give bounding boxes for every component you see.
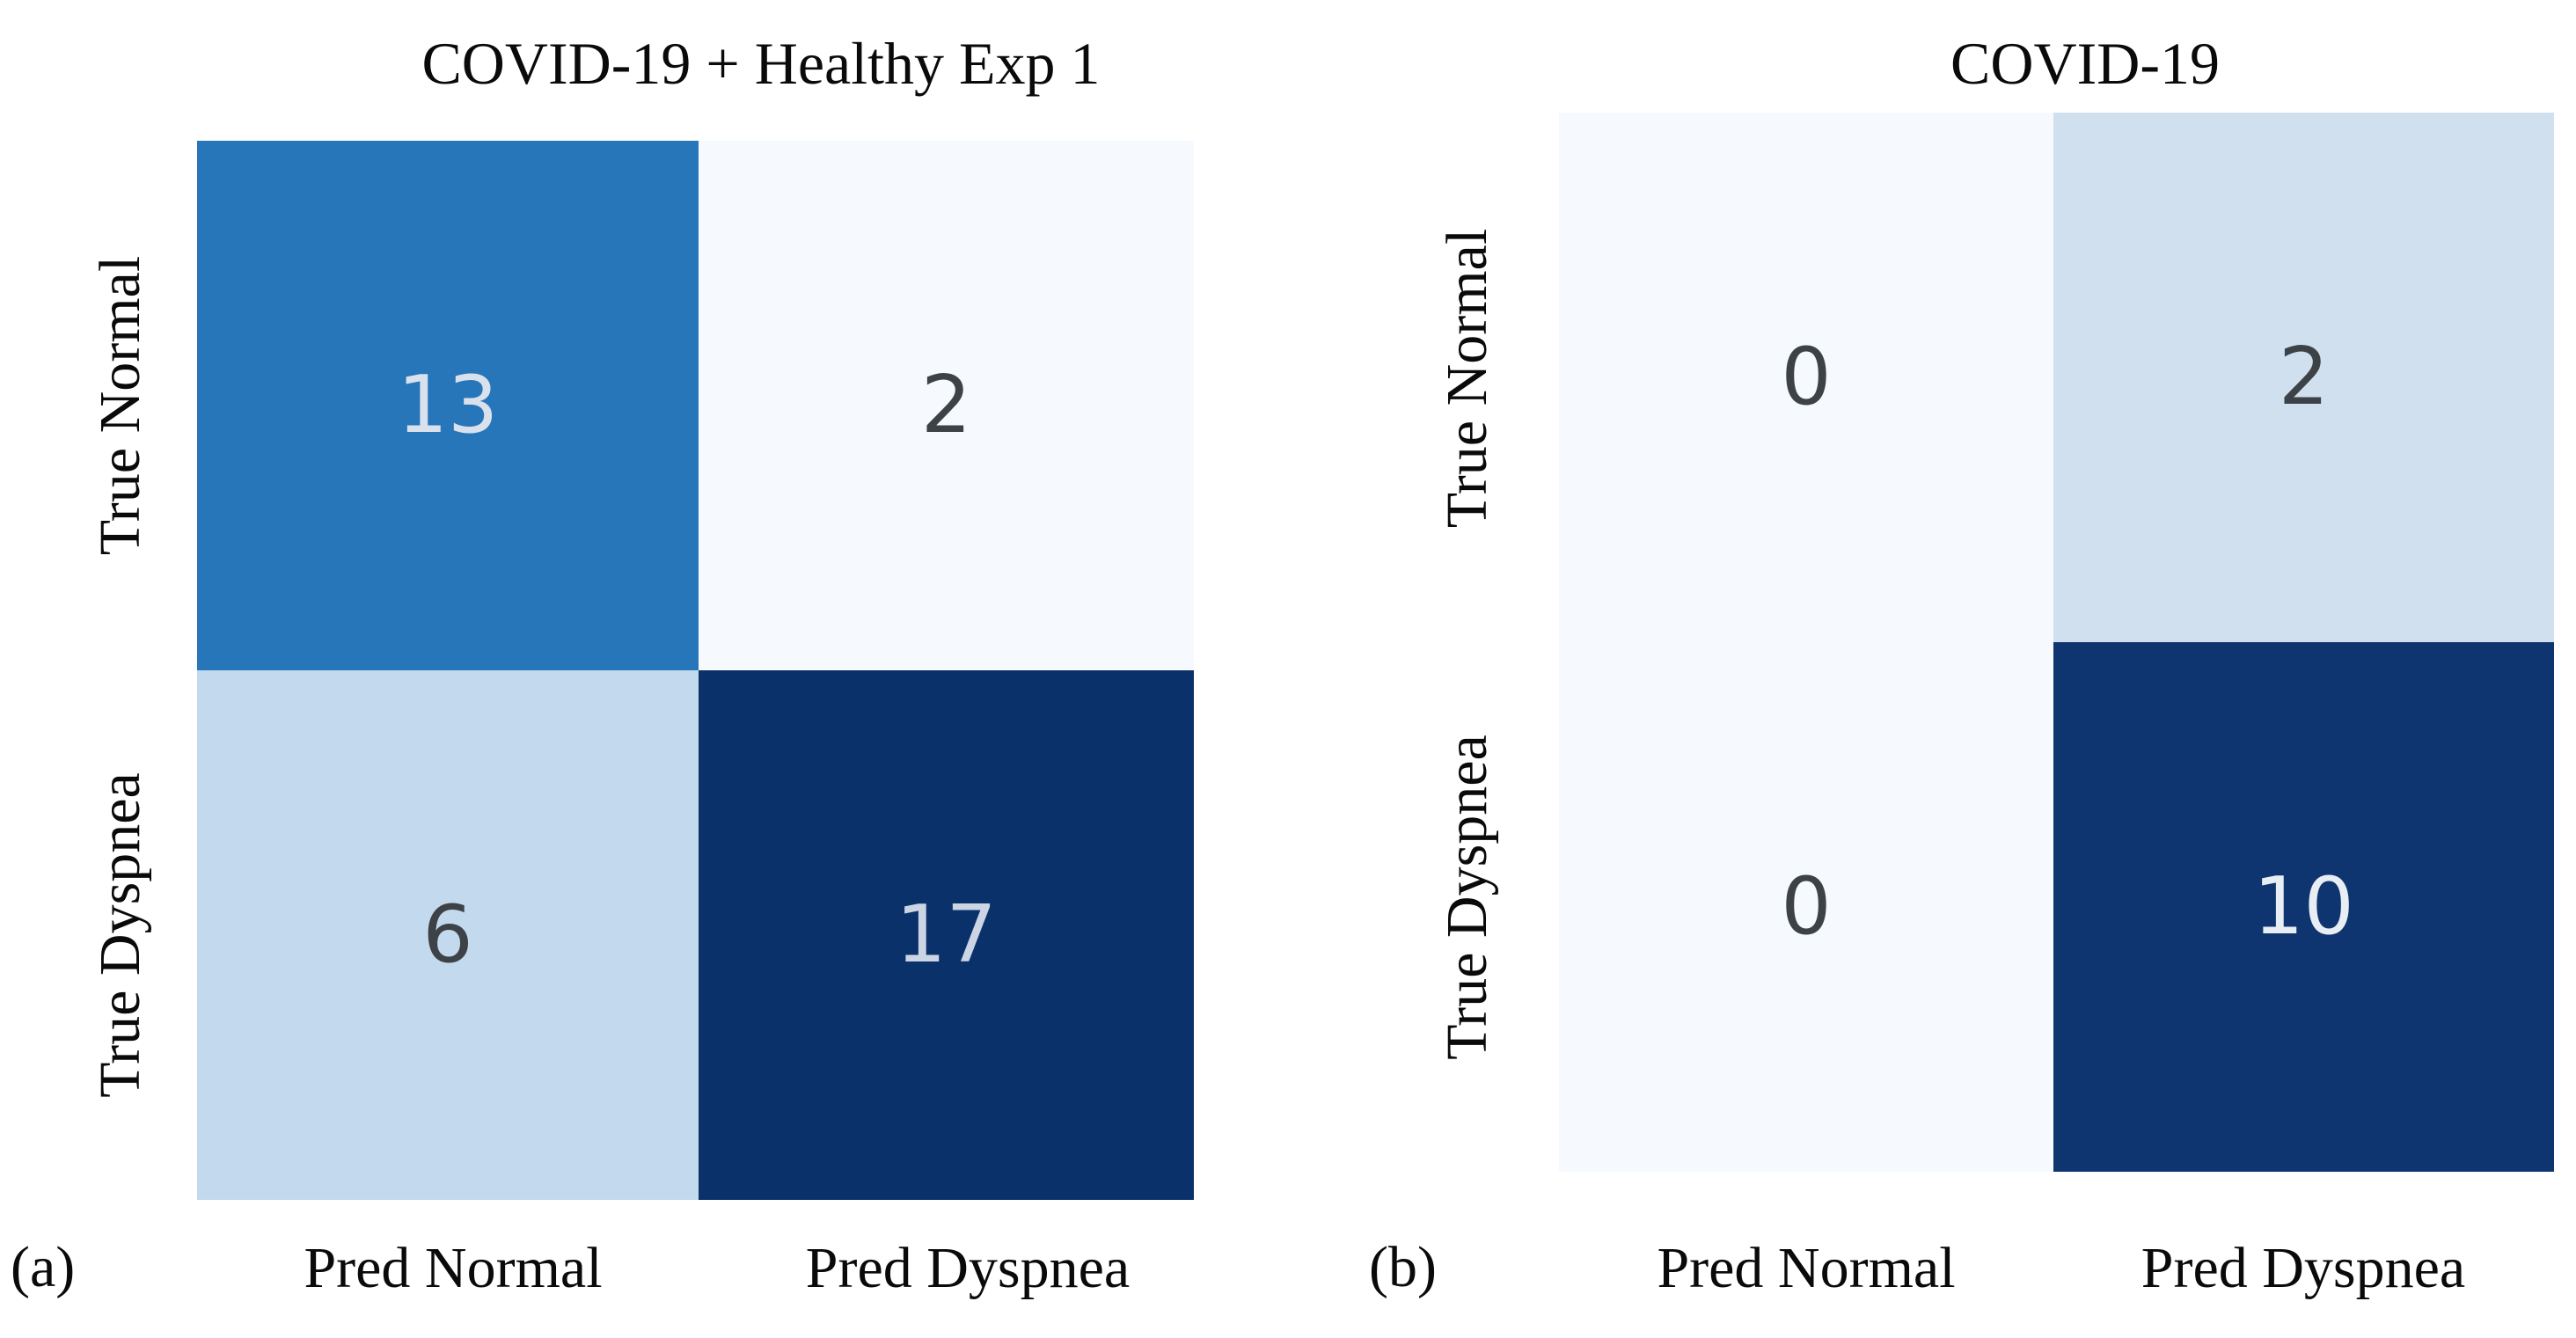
panel-a-ytick-true-dyspnea: True Dyspnea xyxy=(88,772,152,1098)
panel-b-ytick-true-dyspnea: True Dyspnea xyxy=(1435,735,1499,1060)
cell-value: 13 xyxy=(397,359,499,451)
panel-b-xtick-pred-dyspnea: Pred Dyspnea xyxy=(2141,1236,2466,1300)
panel-a-xtick-pred-normal: Pred Normal xyxy=(304,1236,603,1300)
cell-value: 17 xyxy=(896,888,997,981)
confusion-matrix-b: 0 2 0 10 xyxy=(1559,113,2554,1172)
panel-b-xtick-pred-normal: Pred Normal xyxy=(1657,1236,1956,1300)
panel-b-label: (b) xyxy=(1369,1235,1437,1299)
matrix-a-cell-true-dyspnea-pred-normal: 6 xyxy=(197,670,699,1200)
matrix-b-cell-true-normal-pred-normal: 0 xyxy=(1559,113,2053,642)
cell-value: 0 xyxy=(1781,860,1832,953)
matrix-b-cell-true-normal-pred-dyspnea: 2 xyxy=(2053,113,2554,642)
panel-b-ytick-true-normal: True Normal xyxy=(1435,228,1499,529)
cell-value: 6 xyxy=(422,888,473,981)
matrix-a-cell-true-dyspnea-pred-dyspnea: 17 xyxy=(699,670,1194,1200)
panel-a-xtick-pred-dyspnea: Pred Dyspnea xyxy=(805,1236,1131,1300)
panel-a-label: (a) xyxy=(11,1235,76,1299)
matrix-b-cell-true-dyspnea-pred-dyspnea: 10 xyxy=(2053,642,2554,1172)
panel-b-title: COVID-19 xyxy=(1950,30,2220,97)
cell-value: 10 xyxy=(2253,860,2354,953)
cell-value: 0 xyxy=(1781,331,1832,423)
matrix-a-cell-true-normal-pred-dyspnea: 2 xyxy=(699,141,1194,670)
matrix-b-cell-true-dyspnea-pred-normal: 0 xyxy=(1559,642,2053,1172)
panel-a-ytick-true-normal: True Normal xyxy=(88,255,152,556)
confusion-matrix-a: 13 2 6 17 xyxy=(197,141,1194,1200)
cell-value: 2 xyxy=(920,359,972,451)
cell-value: 2 xyxy=(2278,331,2330,423)
matrix-a-cell-true-normal-pred-normal: 13 xyxy=(197,141,699,670)
panel-a-title: COVID-19 + Healthy Exp 1 xyxy=(421,30,1101,97)
